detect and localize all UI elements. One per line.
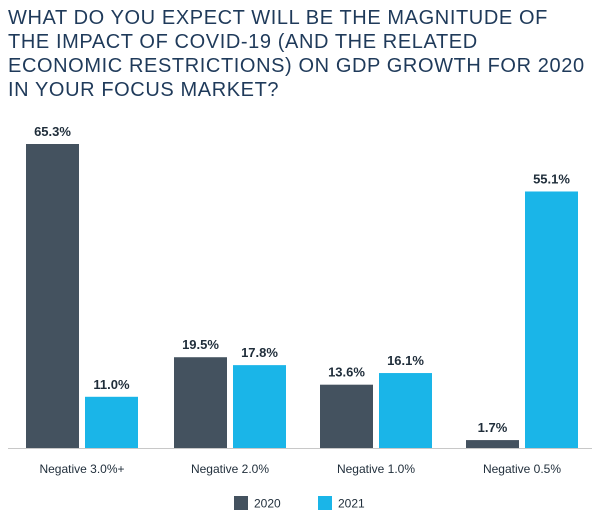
data-label-2021-1: 11.0% [93,377,130,392]
bar-2021-1 [85,396,138,448]
category-label-1: Negative 3.0%+ [39,462,124,476]
data-label-2020-4: 1.7% [478,420,508,435]
category-labels: Negative 3.0%+ Negative 2.0% Negative 1.0%… [39,462,561,476]
legend-swatch-2021 [318,496,332,510]
category-label-3: Negative 1.0% [337,462,415,476]
data-label-2021-3: 16.1% [387,353,424,368]
bar-2020-4 [466,440,519,448]
bar-2021-3 [379,373,432,448]
data-label-2021-4: 55.1% [533,171,570,186]
bar-2020-1 [26,144,79,448]
legend-label-2020: 2020 [254,497,281,511]
bars-group: 65.3% 11.0% 19.5% 17.8% 13.6% 16.1% 1.7% 55.1% [26,124,578,448]
bar-2021-4 [525,191,578,448]
category-label-2: Negative 2.0% [191,462,269,476]
bar-2021-2 [233,365,286,448]
data-label-2020-1: 65.3% [34,124,71,139]
data-label-2021-2: 17.8% [241,345,278,360]
chart-title: WHAT DO YOU EXPECT WILL BE THE MAGNITUDE… [8,7,585,101]
category-label-4: Negative 0.5% [483,462,561,476]
legend-label-2021: 2021 [338,497,365,511]
data-label-2020-2: 19.5% [182,337,219,352]
bar-2020-3 [320,384,373,448]
data-label-2020-3: 13.6% [328,365,365,380]
bar-2020-2 [174,357,227,448]
legend: 2020 2021 [234,496,365,511]
legend-swatch-2020 [234,496,248,510]
